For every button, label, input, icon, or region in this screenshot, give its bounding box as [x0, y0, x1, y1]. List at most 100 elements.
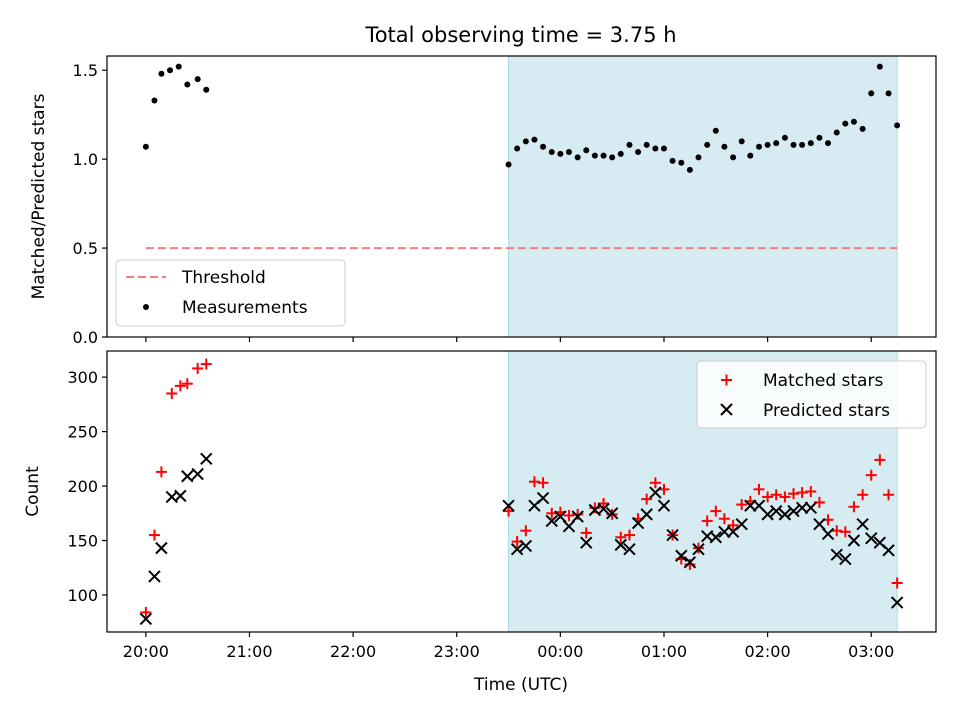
y-tick-label: 0.0: [73, 328, 98, 347]
measurement-point: [816, 134, 823, 141]
matched-star-marker: [546, 507, 558, 519]
matched-star-marker: [865, 469, 877, 481]
measurement-point: [522, 138, 529, 145]
matched-star-marker: [796, 487, 808, 499]
predicted-star-marker: [649, 486, 662, 499]
measurement-point: [635, 149, 642, 156]
measurement-point: [738, 138, 745, 145]
matched-star-marker: [641, 493, 653, 505]
marker-stroke: [519, 539, 533, 553]
predicted-star-marker: [882, 544, 895, 557]
predicted-star-marker: [200, 452, 213, 466]
marker-stroke: [847, 534, 861, 547]
measurement-point: [643, 141, 650, 148]
predicted-star-marker: [735, 517, 748, 531]
matched-star-marker: [701, 515, 713, 527]
marker-stroke: [856, 517, 869, 531]
x-tick-label: 20:00: [123, 642, 169, 661]
matched-star-marker: [883, 489, 895, 501]
count-panel: 100 150 200 250 300 20:00 21:00 22:00 23:00 00:00…: [23, 350, 937, 661]
y-tick-label: 100: [67, 586, 98, 605]
marker-stroke: [181, 470, 194, 483]
y-axis-label: Count: [23, 466, 43, 517]
predicted-star-marker: [839, 552, 852, 566]
measurement-point: [167, 67, 174, 74]
matched-star-marker: [200, 358, 212, 370]
predicted-star-marker: [709, 531, 723, 544]
measurement-point: [142, 143, 149, 150]
measurement-point: [686, 166, 693, 173]
measurement-point: [583, 147, 590, 154]
x-tick-label: 01:00: [641, 642, 687, 661]
measurement-point: [773, 140, 780, 147]
matched-star-marker: [857, 489, 869, 501]
measurement-point: [184, 81, 191, 88]
x-tick-label: 23:00: [434, 642, 480, 661]
measurement-point: [859, 125, 866, 132]
legend-matched-swatch: [721, 374, 732, 386]
y-axis-label: Matched/Predicted stars: [29, 93, 49, 299]
marker-stroke: [778, 508, 792, 521]
legend-box: [696, 360, 927, 429]
y-tick-label: 300: [67, 368, 98, 387]
marker-stroke: [657, 499, 671, 512]
predicted-star-marker: [536, 491, 550, 505]
measurement-point: [695, 154, 702, 161]
x-tick-label: 03:00: [848, 642, 894, 661]
marker-stroke: [580, 536, 593, 549]
predicted-star-marker: [821, 527, 835, 541]
y-tick-label: 250: [67, 423, 98, 442]
measurement-point: [626, 141, 633, 148]
marker-stroke: [839, 552, 852, 566]
matched-star-marker: [684, 558, 696, 570]
predicted-star-marker: [778, 508, 792, 521]
measurement-point: [730, 154, 737, 161]
matched-star-marker: [753, 483, 765, 495]
measurement-point: [540, 143, 547, 150]
marker-stroke: [666, 528, 679, 542]
matched-star-marker: [520, 525, 532, 537]
marker-stroke: [191, 467, 204, 481]
measurement-point: [799, 141, 806, 148]
measurement-point: [557, 150, 564, 157]
marker-stroke: [605, 507, 619, 520]
y-tick-label: 1.5: [73, 61, 98, 80]
marker-stroke: [597, 502, 610, 516]
legend-label: Measurements: [182, 298, 308, 318]
predicted-star-marker: [657, 499, 671, 512]
measurement-point: [842, 120, 849, 127]
measurement-point: [704, 141, 711, 148]
marker-stroke: [865, 532, 878, 545]
matched-star-marker: [762, 491, 774, 503]
marker-stroke: [882, 544, 895, 557]
axes-frame: [106, 55, 937, 338]
legend-box: [115, 259, 346, 327]
measurement-point: [203, 86, 210, 93]
legend: Threshold Measurements: [115, 259, 346, 327]
x-tick-label: 21:00: [226, 642, 272, 661]
chart-title: Total observing time = 3.75 h: [364, 23, 676, 47]
matched-star-marker: [788, 488, 800, 500]
predicted-star-marker: [155, 541, 168, 555]
marker-stroke: [571, 510, 584, 523]
matched-star-marker: [528, 476, 540, 488]
predicted-star-marker: [830, 548, 843, 561]
marker-stroke: [720, 403, 733, 416]
measurement-point: [807, 140, 814, 147]
matched-star-marker: [615, 531, 627, 543]
marker-stroke: [709, 531, 723, 544]
marker-stroke: [675, 549, 688, 562]
matched-star-marker: [572, 508, 584, 520]
measurement-point: [548, 149, 555, 156]
matched-star-marker: [736, 499, 748, 511]
measurement-point: [833, 129, 840, 136]
predicted-star-marker: [666, 528, 679, 542]
measurement-point: [565, 149, 572, 156]
measurement-point: [505, 161, 512, 168]
x-tick-label: 02:00: [745, 642, 791, 661]
predicted-star-marker: [502, 499, 515, 512]
marker-stroke: [649, 486, 662, 499]
matched-star-marker: [174, 380, 186, 392]
axes-frame: [106, 350, 937, 633]
